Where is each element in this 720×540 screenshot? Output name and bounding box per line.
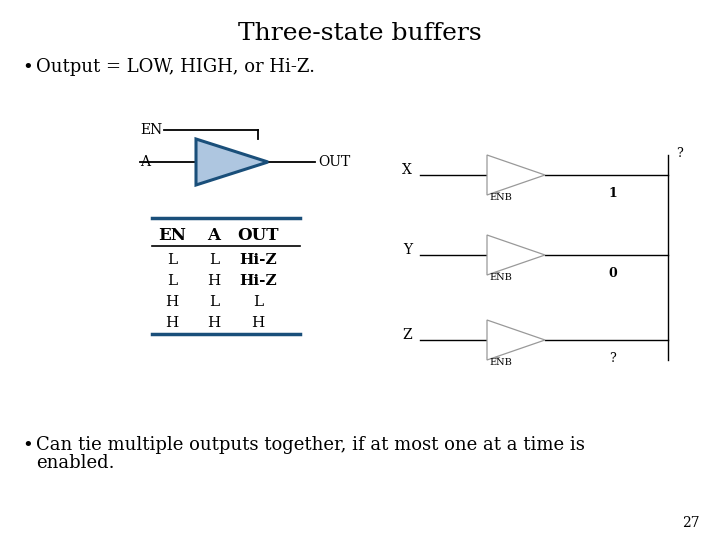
Text: Z: Z [402, 328, 412, 342]
Text: ENB: ENB [489, 193, 512, 202]
Text: L: L [253, 295, 263, 309]
Text: A: A [207, 226, 220, 244]
Text: EN: EN [158, 226, 186, 244]
Text: Hi-Z: Hi-Z [239, 274, 276, 288]
Text: H: H [166, 316, 179, 329]
Polygon shape [487, 235, 545, 275]
Text: Output = LOW, HIGH, or Hi-Z.: Output = LOW, HIGH, or Hi-Z. [36, 58, 315, 76]
Text: X: X [402, 163, 412, 177]
Text: •: • [22, 436, 32, 454]
Text: Can tie multiple outputs together, if at most one at a time is: Can tie multiple outputs together, if at… [36, 436, 585, 454]
Polygon shape [487, 320, 545, 360]
Text: ENB: ENB [489, 273, 512, 282]
Text: L: L [167, 274, 177, 288]
Text: OUT: OUT [318, 155, 350, 169]
Text: ?: ? [676, 147, 683, 160]
Text: 1: 1 [608, 187, 617, 200]
Text: L: L [167, 253, 177, 267]
Text: OUT: OUT [238, 226, 279, 244]
Text: H: H [207, 274, 220, 288]
Polygon shape [196, 139, 268, 185]
Text: EN: EN [140, 123, 162, 137]
Text: Hi-Z: Hi-Z [239, 253, 276, 267]
Polygon shape [487, 155, 545, 195]
Text: ENB: ENB [489, 358, 512, 367]
Text: H: H [207, 316, 220, 329]
Text: 27: 27 [683, 516, 700, 530]
Text: Three-state buffers: Three-state buffers [238, 22, 482, 45]
Text: 0: 0 [608, 267, 617, 280]
Text: A: A [140, 155, 150, 169]
Text: ?: ? [609, 352, 616, 365]
Text: enabled.: enabled. [36, 454, 114, 472]
Text: L: L [209, 295, 219, 309]
Text: Y: Y [403, 243, 412, 257]
Text: L: L [209, 253, 219, 267]
Text: H: H [251, 316, 265, 329]
Text: H: H [166, 295, 179, 309]
Text: •: • [22, 58, 32, 76]
